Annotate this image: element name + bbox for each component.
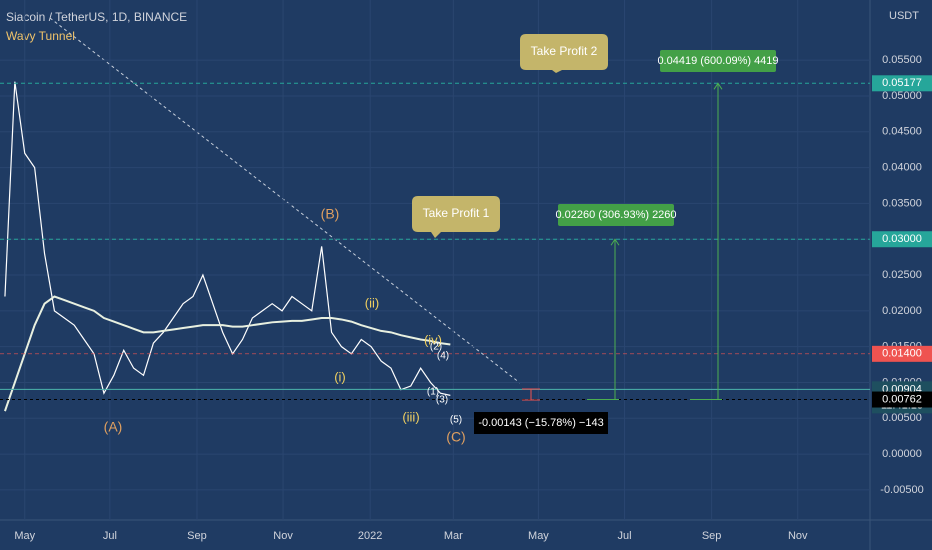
y-tick-label: 0.04500 bbox=[882, 126, 922, 138]
price-line bbox=[4, 295, 451, 412]
measure-label: 0.04419 (600.09%) 4419 bbox=[657, 55, 778, 67]
x-tick-label: Jul bbox=[618, 530, 632, 542]
x-tick-label: May bbox=[14, 530, 35, 542]
callout-bubble bbox=[520, 34, 608, 73]
price-badge bbox=[872, 75, 932, 92]
x-tick-label: Nov bbox=[273, 530, 293, 542]
y-tick-label: 0.00000 bbox=[882, 448, 922, 460]
callout-bubble bbox=[412, 196, 500, 238]
y-tick-label: 0.00500 bbox=[882, 412, 922, 424]
callout-label: Take Profit 1 bbox=[423, 206, 490, 220]
x-tick-label: May bbox=[528, 530, 549, 542]
wave-label: (C) bbox=[446, 429, 465, 445]
x-tick-label: Nov bbox=[788, 530, 808, 542]
y-tick-label: 0.05500 bbox=[882, 54, 922, 66]
y-tick-label: 0.03500 bbox=[882, 197, 922, 209]
price-badge-label: 0.03000 bbox=[882, 233, 922, 245]
price-badge bbox=[872, 345, 932, 362]
indicator-label: Wavy Tunnel bbox=[6, 29, 75, 43]
y-tick-label: 0.02000 bbox=[882, 305, 922, 317]
currency: USDT bbox=[889, 10, 919, 22]
x-tick-label: 2022 bbox=[358, 530, 382, 542]
measure-box bbox=[474, 412, 608, 434]
x-tick-label: Sep bbox=[187, 530, 207, 542]
wave-label: (5) bbox=[450, 415, 462, 426]
wave-label: (A) bbox=[104, 419, 123, 435]
wave-label: (4) bbox=[437, 351, 449, 362]
wave-label: (ii) bbox=[365, 295, 379, 310]
x-tick-label: Mar bbox=[444, 530, 463, 542]
price-line bbox=[4, 81, 451, 396]
x-tick-label: Jul bbox=[103, 530, 117, 542]
price-badge-label: 0.00762 bbox=[882, 393, 922, 405]
measure-label: -0.00143 (−15.78%) −143 bbox=[478, 417, 603, 429]
wave-label: (1) bbox=[427, 387, 439, 398]
arrow-head bbox=[610, 238, 620, 246]
x-tick-label: Sep bbox=[702, 530, 722, 542]
measure-box bbox=[660, 50, 776, 72]
price-badge-label: 0.01400 bbox=[882, 348, 922, 360]
wave-label: (B) bbox=[321, 206, 340, 222]
wave-label: (iv) bbox=[424, 332, 442, 347]
price-badge-label: 0.05177 bbox=[882, 77, 922, 89]
measure-label: 0.02260 (306.93%) 2260 bbox=[555, 209, 676, 221]
price-badge bbox=[872, 231, 932, 248]
wave-label: (iii) bbox=[402, 409, 419, 424]
price-badge bbox=[872, 391, 932, 408]
chart-title: Siacoin / TetherUS, 1D, BINANCE bbox=[6, 10, 187, 24]
callout-label: Take Profit 2 bbox=[531, 44, 598, 58]
measure-bracket bbox=[522, 388, 540, 401]
y-tick-label: 0.02500 bbox=[882, 269, 922, 281]
measure-box bbox=[558, 204, 674, 226]
wave-label: (3) bbox=[436, 395, 448, 406]
y-tick-label: -0.00500 bbox=[880, 484, 923, 496]
wave-label: (2) bbox=[430, 342, 442, 353]
wave-label: (i) bbox=[334, 369, 346, 384]
arrow-head bbox=[713, 82, 723, 90]
y-tick-label: 0.05000 bbox=[882, 90, 922, 102]
y-tick-label: 0.04000 bbox=[882, 162, 922, 174]
